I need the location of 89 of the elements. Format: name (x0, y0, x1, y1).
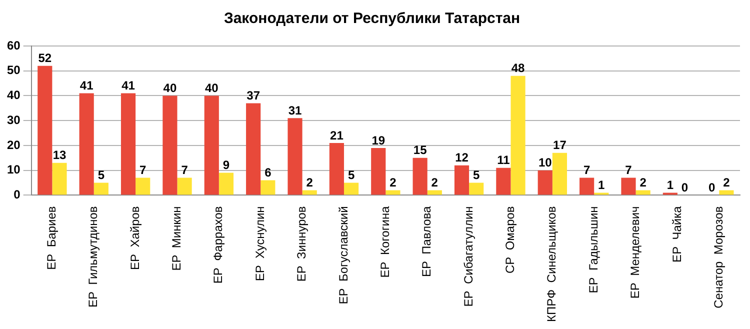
bar (52, 162, 67, 195)
bar (136, 178, 150, 195)
y-tick-label: 0 (14, 188, 21, 202)
data-label: 52 (38, 51, 52, 66)
y-tick-label: 50 (6, 63, 21, 78)
data-label: 12 (455, 150, 469, 165)
x-tick-label: ЕР Чайка (670, 206, 684, 262)
bar (260, 180, 276, 195)
bar (469, 182, 484, 195)
bar (177, 178, 192, 195)
data-label: 7 (140, 163, 147, 178)
data-label: 21 (330, 128, 344, 142)
bar (621, 178, 636, 195)
data-label: 1 (598, 178, 606, 192)
data-label: 5 (472, 168, 480, 182)
bar (162, 96, 178, 195)
bar (38, 66, 52, 195)
x-tick-label: ЕР Гадыльшин (586, 206, 600, 294)
x-tick-label: ЕР Хайров (128, 206, 142, 270)
data-label: 5 (98, 168, 105, 182)
x-tick-label: ЕР Минкин (170, 206, 184, 271)
x-tick-label: ЕР Павлова (420, 206, 434, 277)
data-label: 41 (80, 78, 94, 93)
data-label: 48 (511, 61, 526, 76)
bar (371, 148, 386, 195)
bar (719, 190, 734, 195)
data-label: 15 (413, 143, 428, 158)
x-tick-label: ЕР Зиннуров (294, 206, 309, 282)
data-label: 19 (372, 133, 386, 148)
bar (344, 182, 359, 195)
bar (386, 190, 400, 195)
data-label: 5 (348, 168, 355, 182)
bar (120, 93, 136, 195)
data-label: 31 (288, 103, 302, 118)
data-label: 1 (666, 178, 674, 192)
y-tick-label: 30 (6, 112, 21, 127)
data-label: 2 (640, 176, 647, 190)
y-tick-label: 60 (6, 38, 21, 52)
y-tick-label: 10 (6, 162, 21, 177)
data-label: 41 (122, 78, 136, 93)
x-tick-label: ЕР Хуснулин (252, 206, 267, 282)
data-label: 7 (181, 163, 188, 178)
data-label: 2 (431, 176, 438, 190)
data-label: 6 (264, 166, 272, 180)
data-label: 17 (553, 138, 567, 152)
data-label: 10 (538, 156, 552, 170)
data-label: 11 (497, 153, 510, 168)
data-label: 7 (583, 163, 590, 178)
bar (329, 142, 344, 195)
data-label: 0 (708, 180, 716, 194)
data-label: 40 (204, 81, 219, 96)
bar (454, 165, 470, 195)
bar (427, 190, 442, 195)
x-tick-label: ЕР Гильмутдинов (86, 206, 100, 308)
x-tick-label: ЕР Фаррахов (211, 206, 226, 284)
data-label: 13 (52, 148, 66, 162)
x-tick-label: КПРФ Синельщиков (544, 206, 559, 322)
x-tick-label: ЕР Богуславский (336, 206, 350, 304)
data-label: 2 (723, 176, 730, 190)
x-tick-label: СР Омаров (503, 206, 518, 274)
bar (288, 118, 302, 195)
x-tick-label: ЕР Бариев (44, 206, 59, 270)
chart-title: Законодатели от Республики Татарстан (224, 10, 520, 28)
y-tick-label: 20 (6, 138, 21, 152)
bar (636, 190, 650, 195)
bar (218, 172, 234, 195)
bar (580, 178, 594, 195)
bar (246, 103, 261, 195)
bar (412, 158, 428, 195)
data-label: 0 (681, 180, 688, 194)
bar (510, 76, 526, 195)
bar (204, 96, 219, 195)
data-label: 9 (222, 158, 230, 172)
y-tick-label: 40 (6, 88, 21, 102)
data-label: 2 (390, 176, 397, 190)
bar (552, 152, 568, 195)
data-label: 7 (625, 163, 632, 178)
x-tick-label: ЕР Менделевич (628, 206, 642, 299)
bar (496, 168, 511, 195)
bar (79, 93, 94, 195)
data-label: 37 (246, 88, 260, 102)
bar (94, 182, 108, 195)
x-tick-label: Сенатор Морозов (711, 206, 726, 308)
data-label: 40 (163, 81, 177, 96)
bar (302, 190, 317, 195)
bar (538, 170, 552, 195)
x-tick-label: ЕР Когогина (378, 206, 392, 278)
data-label: 2 (306, 176, 314, 190)
x-tick-label: ЕР Сибагатуллин (461, 206, 476, 307)
